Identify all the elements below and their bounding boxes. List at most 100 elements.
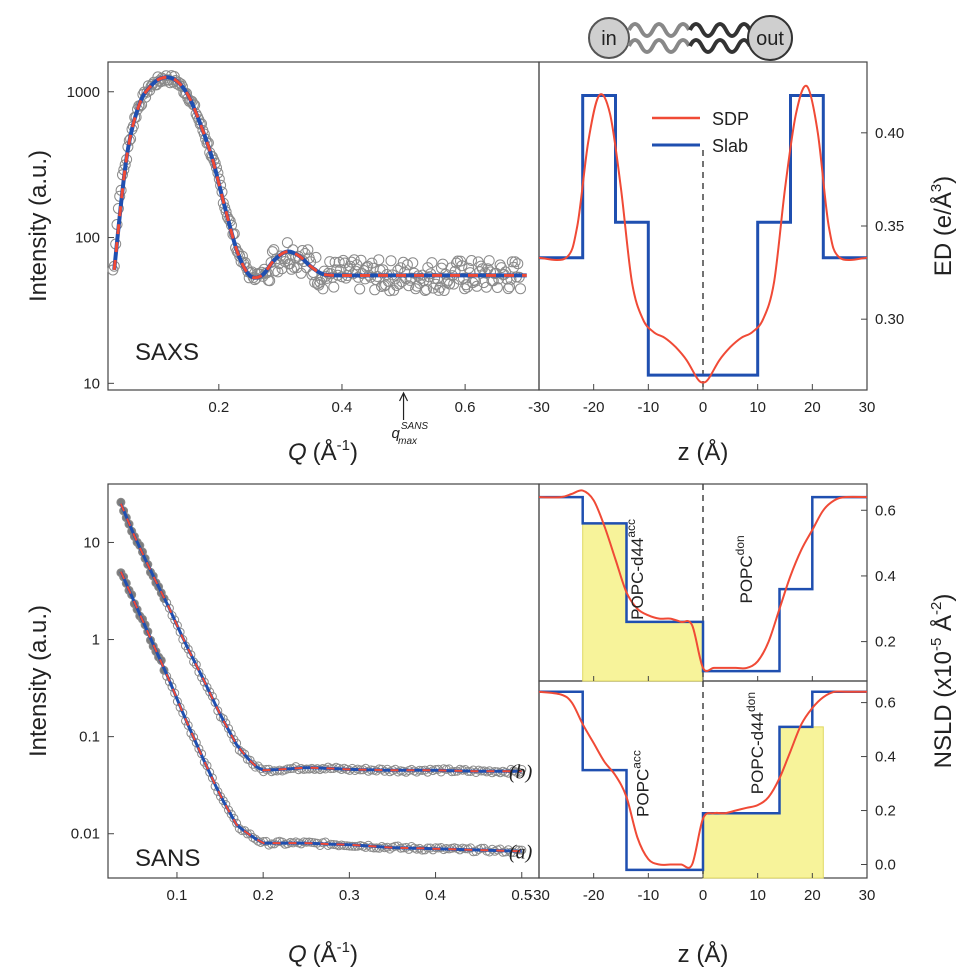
saxs-data-point [509, 256, 521, 268]
nsld-x-tick-label: -30 [528, 887, 550, 904]
saxs-data-point [141, 86, 153, 98]
saxs-data-point [419, 285, 431, 296]
saxs-data-point [480, 281, 492, 293]
sans-x-tick-label: 0.2 [253, 887, 274, 904]
sans-data-point-a [232, 818, 242, 828]
sans-x-tick-label: 0.3 [339, 887, 360, 904]
ed-y-exp: 3 [928, 184, 945, 192]
saxs-data-point [296, 245, 308, 256]
ed-legend-sdp-label: SDP [712, 109, 749, 129]
nsld-x-tick-label: 10 [749, 887, 766, 904]
saxs-x-axis-label: Q (Å-1) [288, 437, 358, 466]
ed-y-axis-label: ED (e/Å3) [928, 176, 957, 276]
schematic-coil-dark-2 [688, 38, 752, 54]
nsld-y-tick-label: 0.6 [875, 502, 896, 519]
sans-x-tick-label: 0.1 [167, 887, 188, 904]
nsld-region-label-main: POPC [633, 769, 652, 817]
saxs-data-point [456, 260, 468, 272]
nsld-region-label-sup: acc [624, 519, 638, 538]
nsld-x-tick-label: 0 [699, 887, 707, 904]
saxs-chart: 0.2 0.4 0.6 10 100 1000 qSANS max [67, 70, 527, 447]
ed-x-axis-label: z (Å) [678, 438, 729, 466]
sans-data-point-a [476, 843, 486, 853]
qmax-sub: max [398, 436, 418, 447]
sans-plot-frame [107, 483, 540, 879]
sans-x-var: Q [288, 941, 307, 968]
saxs-data-point [275, 250, 287, 262]
saxs-data-point [373, 254, 385, 266]
ed-y-tick-label: 0.40 [875, 125, 904, 142]
saxs-x-close: ) [350, 439, 358, 466]
saxs-data-point [512, 258, 524, 270]
saxs-data-point [366, 257, 378, 269]
sans-sdp-fit-b [119, 503, 522, 773]
saxs-data-point [328, 281, 340, 293]
saxs-data-point [264, 275, 276, 287]
ed-legend-slab-label: Slab [712, 136, 748, 156]
sans-data-point-a [167, 682, 177, 692]
nsld-region-label-main: POPC-d44 [748, 712, 767, 794]
saxs-x-exp: -1 [337, 437, 350, 454]
sans-data-point-b [237, 747, 247, 757]
nsld-x-tick-label: -10 [637, 887, 659, 904]
ed-slab-line [539, 94, 867, 377]
saxs-y-axis-label: Intensity (a.u.) [25, 150, 52, 302]
sans-data-point-b [412, 767, 422, 777]
nsld-y-close: ) [930, 594, 957, 602]
saxs-data-point [310, 251, 322, 263]
schematic-coil-dark [688, 22, 752, 38]
schematic-out-label: out [756, 28, 784, 50]
saxs-data-point [337, 254, 349, 266]
nsld-y-tick-label: 0.6 [875, 695, 896, 712]
sans-data-point-a [189, 732, 199, 742]
ed-sdp-line [538, 84, 868, 384]
saxs-x-var: Q [288, 439, 307, 466]
sans-data-point-b [444, 764, 454, 774]
saxs-data-point [281, 237, 293, 249]
nsld-y-tick-label: 0.4 [875, 568, 896, 585]
sans-data-point-b [202, 682, 212, 692]
saxs-x-tick-label: 0.4 [332, 399, 353, 416]
saxs-data-point [457, 272, 469, 284]
saxs-data-point [407, 257, 419, 269]
saxs-data-point [506, 256, 518, 268]
saxs-data-point [362, 260, 374, 272]
saxs-data-point [384, 285, 396, 297]
nsld-region-label-main: POPC-d44 [628, 538, 647, 620]
saxs-data-point [491, 282, 503, 293]
saxs-data-point [467, 277, 479, 289]
sans-data-point-b [423, 767, 433, 777]
nsld-y-mid: Å [929, 615, 957, 638]
ed-y-tick-label: 0.35 [875, 218, 904, 235]
saxs-data-point [444, 278, 456, 290]
ed-x-tick-label: 30 [859, 399, 876, 416]
saxs-data-point [515, 283, 526, 295]
schematic-in-circle [588, 17, 630, 59]
sans-panel-label: SANS [135, 845, 200, 872]
sans-data-point-b [248, 759, 258, 769]
saxs-data-point [466, 255, 477, 266]
saxs-data-point [426, 257, 438, 269]
sans-chart: (b) (a) 0.1 0.2 0.3 0.4 0.5 0.01 0.1 1 10 [71, 497, 533, 904]
ed-x-tick-label: 0 [699, 399, 707, 416]
sans-x-unit: (Å [313, 940, 337, 968]
ed-y-main: ED (e/Å [929, 192, 957, 276]
saxs-data-point [317, 283, 329, 295]
qmax-annotation: qSANS max [392, 421, 429, 447]
nsld-region-label-sup: don [733, 535, 747, 555]
saxs-data-point [504, 281, 516, 293]
nsld-y-exp2: -2 [928, 602, 945, 615]
nsld-sdp-line-1 [538, 489, 868, 673]
sans-data-point-a [183, 720, 193, 730]
sans-x-axis-label: Q (Å-1) [288, 939, 358, 968]
nsld-slab-line-2 [539, 690, 867, 872]
nsld-region-label-1-2: POPCdon [733, 535, 756, 603]
sans-data-point-b [240, 749, 250, 759]
nsld-y-tick-label: 0.2 [875, 803, 896, 820]
saxs-x-tick-label: 0.6 [455, 399, 476, 416]
schematic-out-circle [747, 15, 793, 61]
ed-x-tick-label: -20 [583, 399, 605, 416]
saxs-data-point [455, 255, 466, 267]
saxs-x-unit: (Å [313, 438, 337, 466]
